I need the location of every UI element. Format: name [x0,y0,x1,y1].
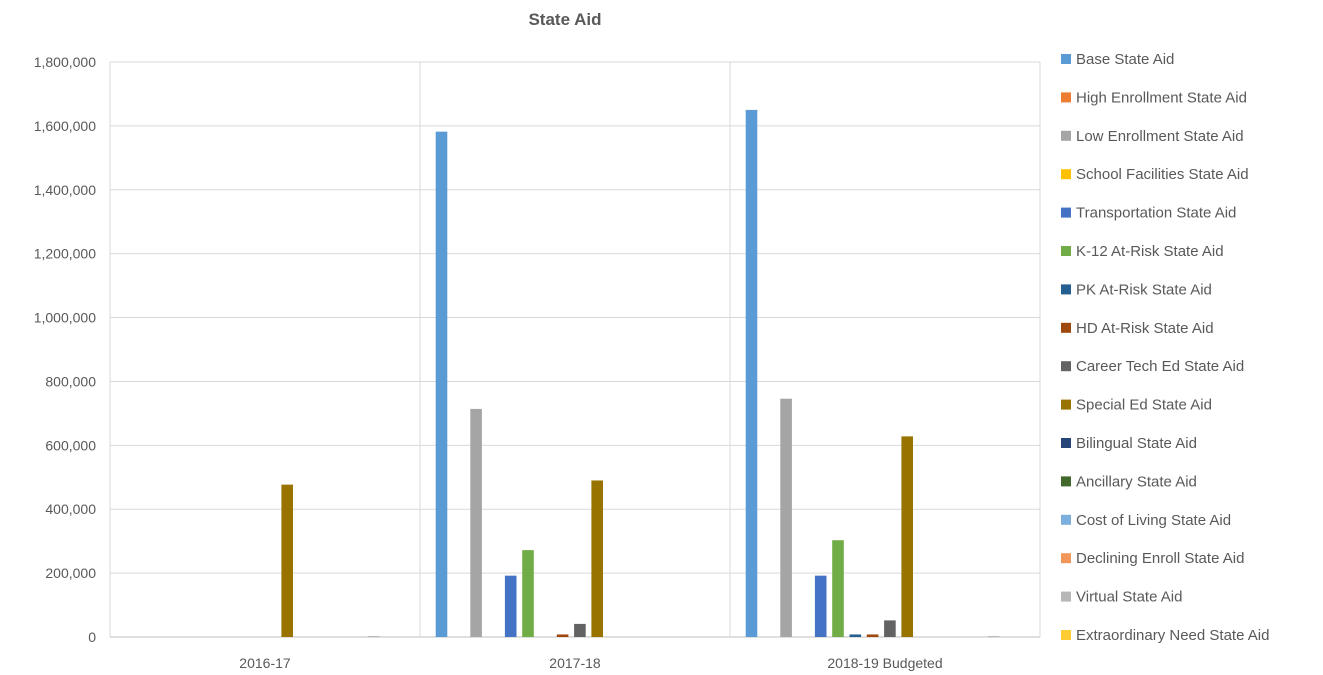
legend-label: PK At-Risk State Aid [1076,281,1212,298]
bar-low-enrollment-state-aid-1 [470,408,482,637]
y-tick-label: 1,000,000 [34,310,96,326]
legend-label: Special Ed State Aid [1076,397,1212,414]
bar-hd-at-risk-state-aid-1 [556,634,569,637]
legend-swatch [1061,630,1071,640]
y-tick-label: 1,400,000 [34,182,96,198]
legend-swatch [1061,591,1071,602]
legend-label: Bilingual State Aid [1076,435,1197,452]
legend-label: Cost of Living State Aid [1076,512,1231,529]
bar-pk-at-risk-state-aid-2 [849,634,862,637]
chart-title: State Aid [528,10,601,29]
legend-swatch [1061,246,1071,256]
bar-career-tech-ed-state-aid-1 [574,623,586,637]
legend-swatch [1061,207,1071,218]
x-category-label: 2018-19 Budgeted [827,655,942,671]
legend-label: School Facilities State Aid [1076,166,1249,183]
legend-swatch [1061,130,1071,141]
legend-label: Low Enrollment State Aid [1076,128,1244,145]
y-tick-label: 0 [88,629,96,645]
legend-swatch [1061,476,1071,487]
legend-label: Virtual State Aid [1076,589,1182,606]
legend-label: Base State Aid [1076,51,1174,68]
gridlines [109,61,1041,638]
legend-swatch [1061,399,1071,410]
legend-label: K-12 At-Risk State Aid [1076,243,1224,260]
legend-label: HD At-Risk State Aid [1076,320,1214,337]
bars [281,109,1000,638]
x-category-label: 2016-17 [239,655,291,671]
bar-special-ed-state-aid-2 [901,436,913,637]
legend-label: Ancillary State Aid [1076,473,1197,490]
y-tick-label: 1,200,000 [34,246,96,262]
y-tick-label: 400,000 [45,501,96,517]
legend-swatch [1061,361,1071,372]
bar-transportation-state-aid-2 [814,575,827,637]
bar-k-12-at-risk-state-aid-2 [832,540,844,637]
legend-label: Declining Enroll State Aid [1076,550,1244,567]
legend-swatch [1061,438,1071,448]
legend-swatch [1061,284,1071,295]
bar-virtual-state-aid-0 [367,636,380,638]
bar-virtual-state-aid-2 [987,636,1000,638]
legend: Base State Aid High Enrollment State Aid L… [1061,51,1269,644]
legend-label: High Enrollment State Aid [1076,89,1247,106]
bar-transportation-state-aid-1 [504,575,517,637]
bar-career-tech-ed-state-aid-2 [884,620,896,637]
bar-base-state-aid-1 [435,131,448,637]
legend-swatch [1061,322,1071,333]
bar-base-state-aid-2 [745,109,758,637]
legend-swatch [1061,514,1071,525]
legend-label: Career Tech Ed State Aid [1076,358,1244,375]
x-category-label: 2017-18 [549,655,601,671]
y-tick-label: 1,800,000 [34,54,96,70]
y-tick-label: 200,000 [45,565,96,581]
y-tick-label: 800,000 [45,373,96,389]
legend-label: Extraordinary Need State Aid [1076,627,1269,644]
x-axis-category-labels: 2016-17 2017-18 2018-19 Budgeted [239,655,942,671]
bar-special-ed-state-aid-0 [281,484,293,637]
bar-hd-at-risk-state-aid-2 [866,634,879,637]
bar-k-12-at-risk-state-aid-1 [522,550,534,637]
legend-label: Transportation State Aid [1076,205,1236,222]
legend-swatch [1061,553,1071,564]
y-tick-label: 1,600,000 [34,118,96,134]
legend-swatch [1061,169,1071,180]
y-axis-tick-labels: 0 200,000 400,000 600,000 800,000 1,000,000 1,… [34,54,97,645]
legend-swatch [1061,92,1071,103]
y-tick-label: 600,000 [45,437,96,453]
legend-swatch [1061,54,1071,64]
bar-low-enrollment-state-aid-2 [780,398,792,637]
bar-special-ed-state-aid-1 [591,480,603,637]
